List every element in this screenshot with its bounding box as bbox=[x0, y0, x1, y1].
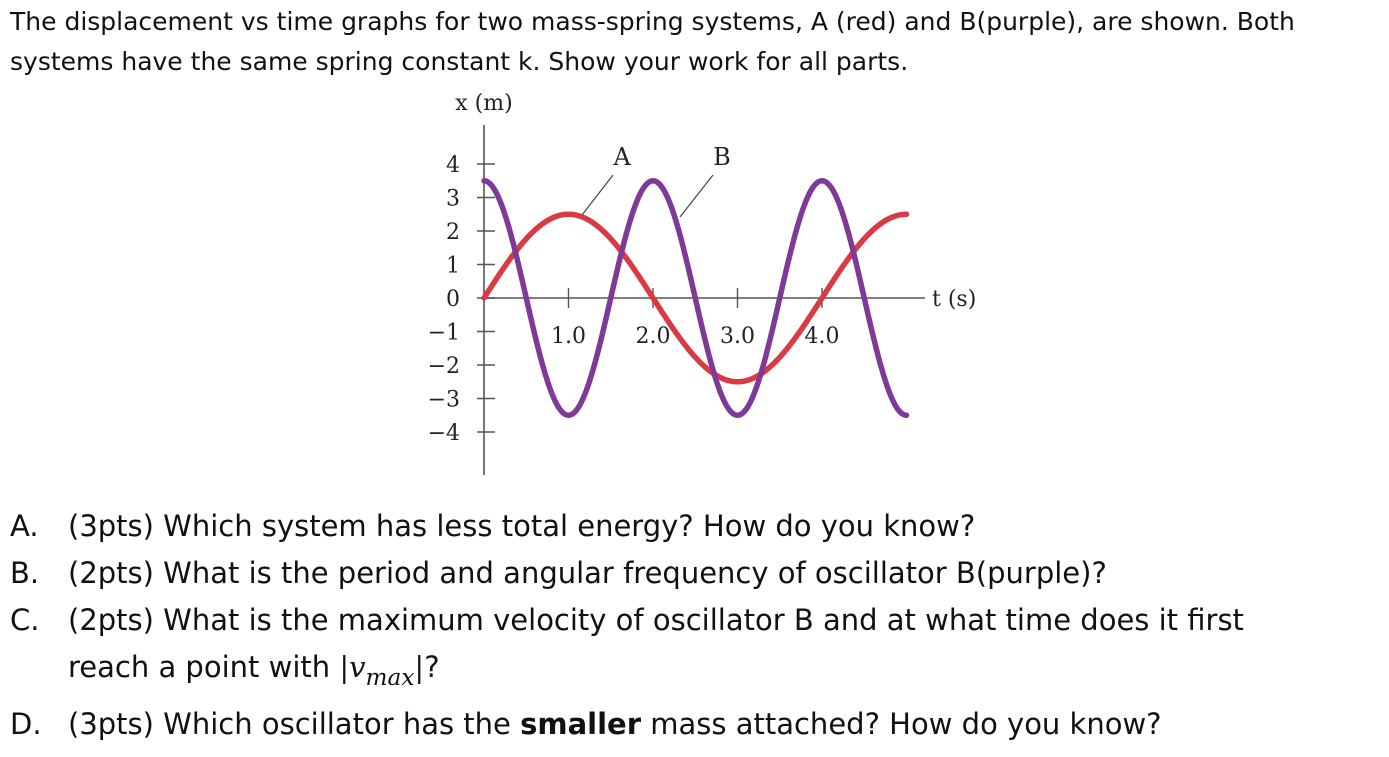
x-tick-label: 3.0 bbox=[720, 324, 755, 349]
vmax-subscript: max bbox=[365, 664, 415, 692]
series-b-line bbox=[481, 177, 910, 419]
vmax-open: |v bbox=[339, 650, 366, 684]
question-letter: C. bbox=[10, 603, 40, 637]
y-tick-label: −4 bbox=[428, 421, 460, 446]
series-a-label: A bbox=[612, 143, 631, 171]
y-tick-label: −1 bbox=[428, 321, 460, 346]
question-c-line-2-end: ? bbox=[424, 650, 440, 684]
question-text: (2pts) What is the maximum velocity of o… bbox=[68, 597, 1380, 701]
x-tick-label: 1.0 bbox=[551, 324, 586, 349]
y-tick-label: 4 bbox=[446, 153, 460, 178]
vmax-expression: |vmax| bbox=[339, 650, 425, 691]
y-tick-label: −3 bbox=[428, 388, 460, 413]
x-tick-label: 4.0 bbox=[805, 324, 840, 349]
displacement-time-chart: x (m) t (s) 4 3 2 1 0 −1 −2 −3 −4 1.0 2.0 3.0 4.0 A B bbox=[428, 91, 976, 475]
question-d: D. (3pts) Which oscillator has the small… bbox=[10, 701, 1380, 748]
question-b: B. (2pts) What is the period and angular… bbox=[10, 550, 1380, 597]
y-tick-label: 0 bbox=[446, 287, 460, 312]
y-tick-label: 2 bbox=[446, 220, 460, 245]
question-list: A. (3pts) Which system has less total en… bbox=[10, 503, 1380, 748]
y-axis-title: x (m) bbox=[455, 91, 512, 116]
question-c: C. (2pts) What is the maximum velocity o… bbox=[10, 597, 1380, 701]
problem-line-1: The displacement vs time graphs for two … bbox=[10, 7, 1295, 36]
question-text: (3pts) Which oscillator has the smaller … bbox=[68, 701, 1380, 748]
problem-statement: The displacement vs time graphs for two … bbox=[10, 2, 1380, 82]
vmax-close: | bbox=[414, 650, 425, 684]
y-tick-label: 3 bbox=[446, 187, 460, 212]
question-letter: A. bbox=[10, 509, 39, 543]
series-b-leader bbox=[679, 174, 714, 218]
x-axis-title: t (s) bbox=[932, 287, 976, 312]
y-tick-label: 1 bbox=[446, 254, 460, 279]
question-letter: D. bbox=[10, 707, 42, 742]
question-d-post: mass attached? How do you know? bbox=[641, 707, 1162, 742]
question-d-pre: (3pts) Which oscillator has the bbox=[68, 707, 521, 742]
question-letter: B. bbox=[10, 556, 40, 590]
question-text: (2pts) What is the period and angular fr… bbox=[68, 556, 1107, 590]
problem-line-2: systems have the same spring constant k.… bbox=[10, 47, 909, 76]
series-a-line bbox=[481, 211, 910, 385]
question-c-line-1: (2pts) What is the maximum velocity of o… bbox=[68, 603, 1244, 637]
y-tick-label: −2 bbox=[428, 354, 460, 379]
question-text: (3pts) Which system has less total energ… bbox=[68, 509, 976, 543]
x-tick-label: 2.0 bbox=[636, 324, 671, 349]
series-b-label: B bbox=[713, 143, 731, 171]
question-a: A. (3pts) Which system has less total en… bbox=[10, 503, 1380, 550]
series-a-leader bbox=[581, 174, 614, 216]
question-c-line-2-text: reach a point with bbox=[68, 650, 340, 684]
question-c-line-2: reach a point with |vmax|? bbox=[68, 644, 1380, 701]
emphasis-smaller: smaller bbox=[520, 707, 642, 742]
